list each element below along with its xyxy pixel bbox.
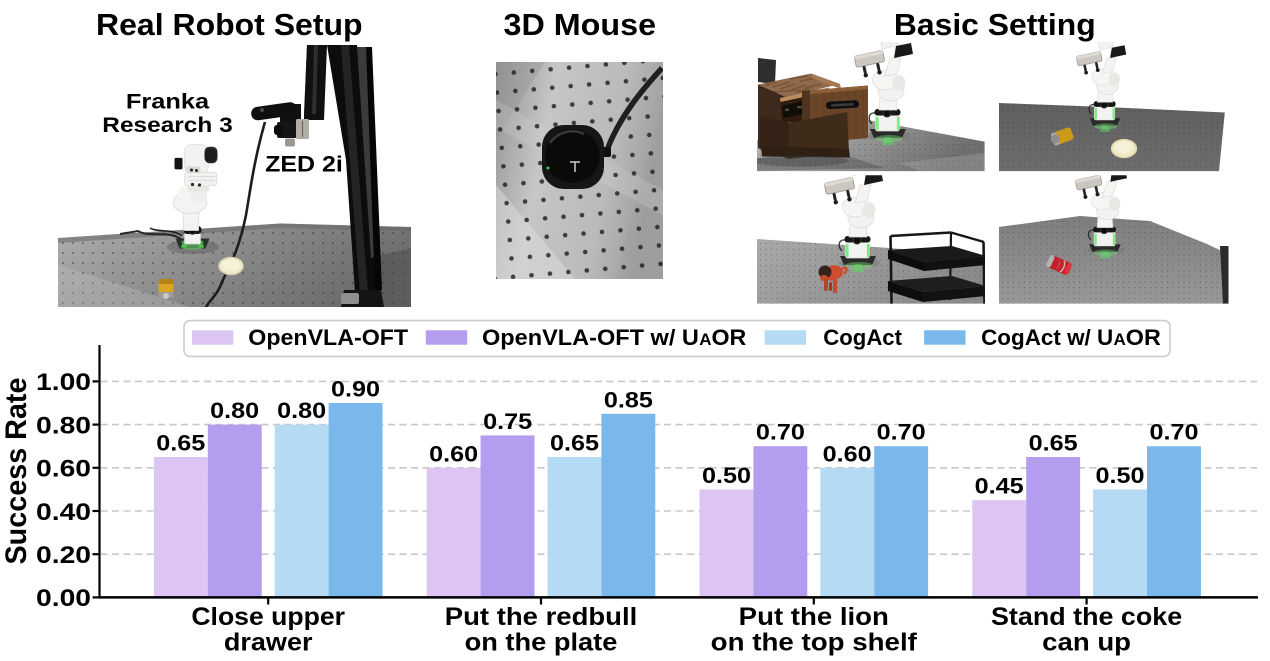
svg-text:CogAct: CogAct <box>823 325 902 350</box>
svg-text:0.65: 0.65 <box>550 431 599 456</box>
svg-text:0.50: 0.50 <box>1096 463 1145 488</box>
svg-text:0.60: 0.60 <box>36 456 91 483</box>
svg-text:0.70: 0.70 <box>756 420 805 445</box>
svg-text:1.00: 1.00 <box>36 369 91 396</box>
svg-text:0.80: 0.80 <box>210 398 259 423</box>
svg-text:0.65: 0.65 <box>156 431 205 456</box>
svg-text:Franka: Franka <box>126 89 211 113</box>
svg-text:0.70: 0.70 <box>877 420 926 445</box>
svg-text:0.80: 0.80 <box>36 412 91 439</box>
svg-text:OR: OR <box>1126 325 1161 350</box>
svg-text:0.60: 0.60 <box>823 441 872 466</box>
svg-text:Put the redbull: Put the redbull <box>445 603 638 631</box>
svg-text:0.75: 0.75 <box>483 409 532 434</box>
svg-text:A: A <box>1114 330 1126 349</box>
svg-text:Research 3: Research 3 <box>102 113 232 137</box>
svg-text:3D Mouse: 3D Mouse <box>504 7 657 42</box>
svg-text:0.85: 0.85 <box>604 387 653 412</box>
svg-text:on the plate: on the plate <box>465 628 618 656</box>
svg-text:0.70: 0.70 <box>1150 420 1199 445</box>
svg-text:0.45: 0.45 <box>975 474 1024 499</box>
svg-text:0.00: 0.00 <box>36 585 91 612</box>
svg-text:Stand the coke: Stand the coke <box>991 603 1182 631</box>
svg-text:CogAct w/ U: CogAct w/ U <box>981 325 1113 350</box>
svg-text:OpenVLA-OFT w/ U: OpenVLA-OFT w/ U <box>482 325 699 350</box>
svg-text:0.20: 0.20 <box>36 542 91 569</box>
svg-text:0.50: 0.50 <box>702 463 751 488</box>
svg-text:can up: can up <box>1042 628 1131 656</box>
svg-text:Put the lion: Put the lion <box>739 603 889 631</box>
svg-text:Basic Setting: Basic Setting <box>894 7 1096 42</box>
svg-text:Success Rate: Success Rate <box>0 378 33 565</box>
svg-text:0.60: 0.60 <box>429 441 478 466</box>
svg-text:0.90: 0.90 <box>331 377 380 402</box>
svg-text:ZED 2i: ZED 2i <box>265 152 343 177</box>
svg-text:OpenVLA-OFT: OpenVLA-OFT <box>248 325 408 350</box>
svg-text:Real Robot Setup: Real Robot Setup <box>96 7 363 42</box>
svg-text:0.80: 0.80 <box>277 398 326 423</box>
svg-text:OR: OR <box>712 325 747 350</box>
svg-text:0.40: 0.40 <box>36 499 91 526</box>
svg-text:0.65: 0.65 <box>1029 431 1078 456</box>
svg-text:drawer: drawer <box>224 628 313 656</box>
svg-text:A: A <box>699 330 711 349</box>
svg-text:Close upper: Close upper <box>191 603 345 631</box>
svg-text:on the top shelf: on the top shelf <box>711 628 918 656</box>
